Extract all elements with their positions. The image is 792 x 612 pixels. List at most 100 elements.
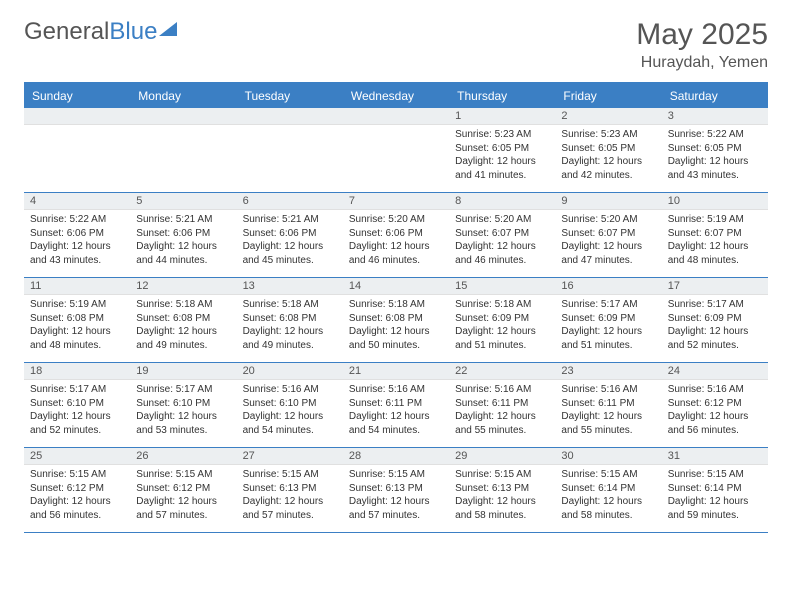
weeks-container: 1Sunrise: 5:23 AMSunset: 6:05 PMDaylight… <box>24 108 768 533</box>
day-number: 16 <box>555 278 661 295</box>
sunset-text: Sunset: 6:09 PM <box>561 312 655 326</box>
day-cell: 7Sunrise: 5:20 AMSunset: 6:06 PMDaylight… <box>343 193 449 277</box>
day-body: Sunrise: 5:15 AMSunset: 6:14 PMDaylight:… <box>555 465 661 526</box>
daylight-text: Daylight: 12 hours and 48 minutes. <box>30 325 124 352</box>
sunrise-text: Sunrise: 5:17 AM <box>136 383 230 397</box>
day-body: Sunrise: 5:22 AMSunset: 6:05 PMDaylight:… <box>662 125 768 186</box>
daylight-text: Daylight: 12 hours and 49 minutes. <box>136 325 230 352</box>
day-body: Sunrise: 5:16 AMSunset: 6:10 PMDaylight:… <box>237 380 343 441</box>
daylight-text: Daylight: 12 hours and 57 minutes. <box>349 495 443 522</box>
sunset-text: Sunset: 6:07 PM <box>455 227 549 241</box>
day-number: 21 <box>343 363 449 380</box>
daylight-text: Daylight: 12 hours and 49 minutes. <box>243 325 337 352</box>
day-cell: 23Sunrise: 5:16 AMSunset: 6:11 PMDayligh… <box>555 363 661 447</box>
sunset-text: Sunset: 6:05 PM <box>668 142 762 156</box>
day-number: 5 <box>130 193 236 210</box>
day-body: Sunrise: 5:19 AMSunset: 6:07 PMDaylight:… <box>662 210 768 271</box>
daylight-text: Daylight: 12 hours and 53 minutes. <box>136 410 230 437</box>
day-number: 30 <box>555 448 661 465</box>
sunrise-text: Sunrise: 5:19 AM <box>30 298 124 312</box>
sunrise-text: Sunrise: 5:18 AM <box>243 298 337 312</box>
day-cell: 29Sunrise: 5:15 AMSunset: 6:13 PMDayligh… <box>449 448 555 532</box>
day-body: Sunrise: 5:17 AMSunset: 6:10 PMDaylight:… <box>130 380 236 441</box>
sunrise-text: Sunrise: 5:23 AM <box>455 128 549 142</box>
day-cell: 28Sunrise: 5:15 AMSunset: 6:13 PMDayligh… <box>343 448 449 532</box>
location-label: Huraydah, Yemen <box>636 54 768 72</box>
daylight-text: Daylight: 12 hours and 51 minutes. <box>561 325 655 352</box>
day-cell: 16 Sunrise: 5:17 AMSunset: 6:09 PMDayligh… <box>555 278 661 362</box>
week-row: 18Sunrise: 5:17 AMSunset: 6:10 PMDayligh… <box>24 363 768 448</box>
daylight-text: Daylight: 12 hours and 47 minutes. <box>561 240 655 267</box>
day-number: 11 <box>24 278 130 295</box>
day-number: 22 <box>449 363 555 380</box>
day-cell: 15Sunrise: 5:18 AMSunset: 6:09 PMDayligh… <box>449 278 555 362</box>
sunset-text: Sunset: 6:13 PM <box>349 482 443 496</box>
day-body: Sunrise: 5:15 AMSunset: 6:13 PMDaylight:… <box>237 465 343 526</box>
sunset-text: Sunset: 6:13 PM <box>455 482 549 496</box>
day-body: Sunrise: 5:16 AMSunset: 6:11 PMDaylight:… <box>449 380 555 441</box>
sunrise-text: Sunrise: 5:17 AM <box>668 298 762 312</box>
sunset-text: Sunset: 6:06 PM <box>349 227 443 241</box>
sunrise-text: Sunrise: 5:16 AM <box>455 383 549 397</box>
sunrise-text: Sunrise: 5:15 AM <box>561 468 655 482</box>
day-cell: 24Sunrise: 5:16 AMSunset: 6:12 PMDayligh… <box>662 363 768 447</box>
daylight-text: Daylight: 12 hours and 58 minutes. <box>561 495 655 522</box>
day-header-sat: Saturday <box>662 84 768 108</box>
sunset-text: Sunset: 6:06 PM <box>30 227 124 241</box>
day-cell: 31Sunrise: 5:15 AMSunset: 6:14 PMDayligh… <box>662 448 768 532</box>
day-number: 24 <box>662 363 768 380</box>
sunrise-text: Sunrise: 5:16 AM <box>243 383 337 397</box>
day-number: 17 <box>662 278 768 295</box>
sunrise-text: Sunrise: 5:15 AM <box>349 468 443 482</box>
day-number: 3 <box>662 108 768 125</box>
day-body: Sunrise: 5:20 AMSunset: 6:07 PMDaylight:… <box>555 210 661 271</box>
day-cell: 9Sunrise: 5:20 AMSunset: 6:07 PMDaylight… <box>555 193 661 277</box>
day-cell: 13Sunrise: 5:18 AMSunset: 6:08 PMDayligh… <box>237 278 343 362</box>
day-number: 15 <box>449 278 555 295</box>
sunset-text: Sunset: 6:09 PM <box>455 312 549 326</box>
sunrise-text: Sunrise: 5:15 AM <box>455 468 549 482</box>
day-number: 18 <box>24 363 130 380</box>
sunrise-text: Sunrise: 5:17 AM <box>561 298 655 312</box>
daylight-text: Daylight: 12 hours and 55 minutes. <box>561 410 655 437</box>
daylight-text: Daylight: 12 hours and 55 minutes. <box>455 410 549 437</box>
day-body: Sunrise: 5:23 AMSunset: 6:05 PMDaylight:… <box>449 125 555 186</box>
day-number: 9 <box>555 193 661 210</box>
day-body: Sunrise: 5:16 AMSunset: 6:11 PMDaylight:… <box>343 380 449 441</box>
sunset-text: Sunset: 6:12 PM <box>30 482 124 496</box>
day-body: Sunrise: 5:16 AMSunset: 6:11 PMDaylight:… <box>555 380 661 441</box>
daylight-text: Daylight: 12 hours and 46 minutes. <box>349 240 443 267</box>
day-cell: 4Sunrise: 5:22 AMSunset: 6:06 PMDaylight… <box>24 193 130 277</box>
sunrise-text: Sunrise: 5:16 AM <box>561 383 655 397</box>
day-cell: 11Sunrise: 5:19 AMSunset: 6:08 PMDayligh… <box>24 278 130 362</box>
sunset-text: Sunset: 6:10 PM <box>136 397 230 411</box>
sunrise-text: Sunrise: 5:20 AM <box>561 213 655 227</box>
day-body: Sunrise: 5:18 AMSunset: 6:08 PMDaylight:… <box>130 295 236 356</box>
sunset-text: Sunset: 6:07 PM <box>561 227 655 241</box>
daylight-text: Daylight: 12 hours and 43 minutes. <box>30 240 124 267</box>
daylight-text: Daylight: 12 hours and 41 minutes. <box>455 155 549 182</box>
day-body: Sunrise: 5:16 AMSunset: 6:12 PMDaylight:… <box>662 380 768 441</box>
month-title: May 2025 <box>636 18 768 52</box>
day-body: Sunrise: 5:15 AMSunset: 6:12 PMDaylight:… <box>24 465 130 526</box>
day-number: 1 <box>449 108 555 125</box>
day-body: Sunrise: 5:18 AMSunset: 6:08 PMDaylight:… <box>343 295 449 356</box>
day-number: 14 <box>343 278 449 295</box>
day-number <box>343 108 449 125</box>
daylight-text: Daylight: 12 hours and 52 minutes. <box>30 410 124 437</box>
day-cell: 3Sunrise: 5:22 AMSunset: 6:05 PMDaylight… <box>662 108 768 192</box>
day-cell: 19Sunrise: 5:17 AMSunset: 6:10 PMDayligh… <box>130 363 236 447</box>
day-cell: 8Sunrise: 5:20 AMSunset: 6:07 PMDaylight… <box>449 193 555 277</box>
logo-triangle-icon <box>159 22 177 36</box>
week-row: 4Sunrise: 5:22 AMSunset: 6:06 PMDaylight… <box>24 193 768 278</box>
sunset-text: Sunset: 6:12 PM <box>136 482 230 496</box>
day-body: Sunrise: 5:15 AMSunset: 6:13 PMDaylight:… <box>449 465 555 526</box>
day-body: Sunrise: 5:15 AMSunset: 6:14 PMDaylight:… <box>662 465 768 526</box>
day-body: Sunrise: 5:23 AMSunset: 6:05 PMDaylight:… <box>555 125 661 186</box>
sunset-text: Sunset: 6:10 PM <box>243 397 337 411</box>
sunrise-text: Sunrise: 5:16 AM <box>668 383 762 397</box>
day-header-sun: Sunday <box>24 84 130 108</box>
day-cell: 21Sunrise: 5:16 AMSunset: 6:11 PMDayligh… <box>343 363 449 447</box>
daylight-text: Daylight: 12 hours and 57 minutes. <box>136 495 230 522</box>
day-body: Sunrise: 5:21 AMSunset: 6:06 PMDaylight:… <box>237 210 343 271</box>
